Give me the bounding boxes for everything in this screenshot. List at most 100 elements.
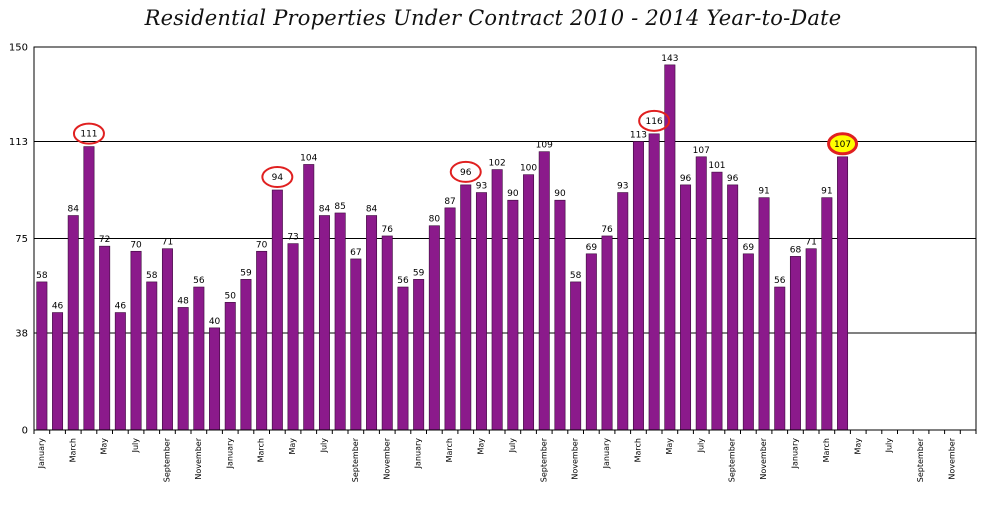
x-tick-label: November	[947, 437, 956, 479]
x-tick-label: January	[414, 438, 423, 470]
data-label: 48	[177, 296, 189, 306]
x-tick-label: March	[822, 438, 831, 462]
data-label: 84	[68, 205, 80, 215]
data-label: 107	[834, 140, 851, 150]
data-label: 58	[146, 271, 158, 281]
data-label: 111	[80, 130, 97, 140]
bar	[83, 146, 95, 431]
data-label: 93	[617, 182, 628, 192]
data-label: 143	[661, 54, 678, 64]
x-tick-label: January	[790, 438, 799, 470]
bar	[334, 212, 346, 431]
bar	[256, 250, 268, 431]
data-label: 100	[520, 164, 537, 174]
bar	[460, 184, 472, 431]
data-label: 87	[444, 197, 455, 207]
data-label: 90	[507, 189, 519, 199]
chart-title: Residential Properties Under Contract 20…	[144, 6, 842, 30]
highlight-circle	[449, 160, 482, 183]
bar	[350, 258, 362, 431]
data-label: 96	[727, 174, 739, 184]
data-label: 50	[225, 291, 237, 301]
highlight-circle	[638, 109, 671, 132]
bar	[130, 250, 142, 431]
data-label: 107	[693, 146, 710, 156]
data-label: 67	[350, 248, 361, 258]
bar	[601, 235, 613, 431]
data-label: 58	[36, 271, 48, 281]
y-tick-label: 150	[9, 43, 28, 54]
bar	[821, 197, 833, 431]
y-tick-label: 38	[15, 328, 28, 339]
bar	[789, 256, 801, 431]
data-label: 80	[429, 215, 441, 225]
x-tick-label: July	[885, 438, 894, 454]
x-tick-label: May	[665, 438, 674, 455]
bar	[837, 156, 849, 431]
x-tick-label: September	[351, 437, 360, 482]
data-label: 71	[805, 238, 816, 248]
data-label: 102	[489, 159, 506, 169]
bar	[680, 184, 692, 431]
data-label: 101	[708, 161, 725, 171]
highlight-circle	[72, 122, 105, 145]
bar	[366, 215, 378, 431]
x-tick-label: March	[68, 438, 77, 462]
data-label: 59	[413, 268, 425, 278]
data-label: 94	[272, 173, 284, 183]
data-label: 96	[460, 168, 472, 178]
data-label: 59	[240, 268, 252, 278]
data-label: 46	[115, 302, 127, 312]
data-label: 58	[570, 271, 582, 281]
bar	[648, 133, 660, 431]
x-tick-label: September	[916, 437, 925, 482]
data-label: 113	[630, 130, 647, 140]
bar-series	[36, 64, 849, 431]
bar	[695, 156, 707, 431]
bar	[585, 253, 597, 431]
data-label: 69	[743, 243, 755, 253]
data-label: 69	[586, 243, 598, 253]
data-label: 104	[300, 153, 317, 163]
highlight-circle	[261, 165, 294, 188]
data-label: 91	[821, 187, 832, 197]
data-label: 71	[162, 238, 173, 248]
bar	[67, 215, 79, 431]
data-label: 68	[790, 245, 802, 255]
x-tick-label: November	[382, 437, 391, 479]
x-tick-label: November	[759, 437, 768, 479]
data-label: 76	[382, 225, 394, 235]
x-tick-label: March	[257, 438, 266, 462]
bar	[52, 312, 64, 431]
bar	[632, 141, 644, 431]
bar	[114, 312, 126, 431]
bar	[727, 184, 739, 431]
data-label: 76	[601, 225, 613, 235]
data-label: 40	[209, 317, 221, 327]
data-label: 56	[774, 276, 786, 286]
axes: 0 38 75 113 150 January March May July September N…	[9, 43, 977, 482]
x-tick-label: November	[194, 437, 203, 479]
x-tick-label: July	[319, 438, 328, 454]
bar	[303, 164, 315, 431]
bar	[711, 171, 723, 431]
bar	[554, 199, 566, 431]
x-tick-label: September	[539, 437, 548, 482]
data-label: 91	[758, 187, 769, 197]
bar	[507, 199, 519, 431]
bar	[99, 245, 111, 431]
x-tick-label: November	[571, 437, 580, 479]
data-label: 56	[193, 276, 205, 286]
data-label: 46	[52, 302, 64, 312]
data-label: 90	[554, 189, 566, 199]
x-tick-label: May	[476, 438, 485, 455]
bar	[146, 281, 158, 431]
bar	[287, 243, 299, 431]
x-tick-label: May	[288, 438, 297, 455]
x-tick-label: July	[508, 438, 517, 454]
bar	[177, 307, 189, 431]
bar	[397, 286, 409, 431]
data-label: 109	[536, 141, 553, 151]
x-tick-label: July	[131, 438, 140, 454]
bar	[381, 235, 393, 431]
